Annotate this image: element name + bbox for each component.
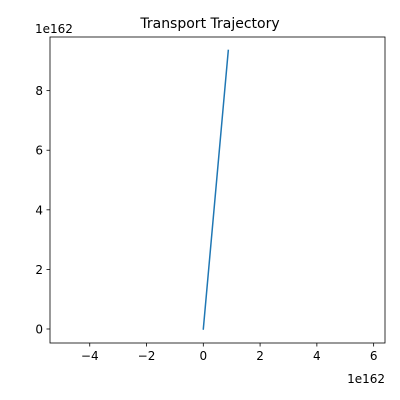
plot-area: −4 −2 0 2 4 6 0 2 4 6 8 (35, 36, 386, 363)
x-tick-label: 2 (256, 349, 264, 363)
x-axis-offset-label: 1e162 (347, 372, 385, 386)
x-tick-label: 4 (313, 349, 321, 363)
chart-title: Transport Trajectory (139, 16, 279, 32)
y-tick-label: 6 (35, 144, 43, 158)
x-tick-label: −4 (81, 349, 99, 363)
y-tick-label: 8 (35, 84, 43, 98)
y-tick-label: 0 (35, 322, 43, 336)
x-tick-label: 6 (370, 349, 378, 363)
x-tick-label: 0 (199, 349, 207, 363)
y-tick-label: 4 (35, 203, 43, 217)
series-line-0 (202, 49, 230, 330)
y-axis-offset-label: 1e162 (35, 22, 73, 36)
x-tick-label: −2 (138, 349, 156, 363)
plot-frame (49, 36, 386, 344)
y-tick-label: 2 (35, 263, 43, 277)
